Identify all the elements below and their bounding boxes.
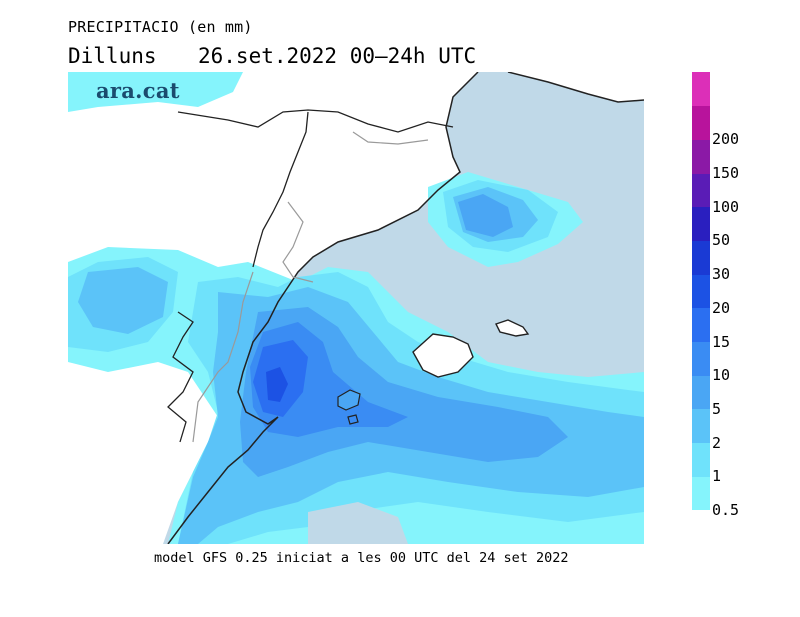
legend-swatch — [692, 408, 710, 444]
legend-label: 100 — [712, 197, 740, 216]
brand-logo: ara.cat — [96, 78, 180, 103]
legend-label: 0.5 — [712, 501, 740, 519]
legend-label: 2 — [712, 433, 722, 452]
legend-swatch — [692, 240, 710, 275]
date-range-label: 26.set.2022 00–24h UTC — [198, 44, 477, 68]
map-svg — [68, 72, 644, 544]
menorca-island — [495, 319, 530, 337]
day-label: Dilluns — [68, 44, 157, 68]
model-footer: model GFS 0.25 iniciat a les 00 UTC del … — [154, 550, 569, 566]
precip-5-north — [458, 194, 513, 237]
legend-label: 200 — [712, 130, 740, 149]
legend-label: 20 — [712, 298, 731, 317]
legend-swatch — [692, 375, 710, 410]
border-france-spain — [177, 109, 454, 133]
border-regions — [192, 131, 429, 443]
legend-label: 30 — [712, 265, 731, 284]
ibiza-island — [337, 389, 361, 411]
legend-swatch — [692, 206, 710, 241]
precip-0-5-corner — [68, 72, 243, 112]
legend-label: 150 — [712, 164, 740, 183]
coastline — [167, 72, 644, 544]
legend-label: 15 — [712, 332, 731, 351]
legend-swatch — [692, 139, 710, 174]
map-subtitle: Dilluns 26.set.2022 00–24h UTC — [68, 44, 476, 68]
legend-swatch — [692, 341, 710, 376]
legend-swatch — [692, 105, 710, 140]
legend-label: 5 — [712, 399, 722, 418]
legend-swatch — [692, 307, 710, 343]
legend-label: 1 — [712, 467, 722, 486]
legend-label: 50 — [712, 231, 731, 250]
legend-label: 10 — [712, 366, 731, 385]
border-valencia — [167, 311, 194, 443]
legend-swatch — [692, 72, 710, 107]
precipitation-map — [68, 72, 644, 544]
legend-swatch — [692, 476, 710, 511]
precip-20 — [266, 367, 288, 402]
legend-swatch — [692, 442, 710, 477]
mallorca-island — [412, 333, 474, 378]
map-title: PRECIPITACIO (en mm) — [68, 18, 253, 36]
legend-swatch — [692, 274, 710, 309]
formentera-island — [347, 414, 359, 425]
border-catalonia — [252, 111, 309, 268]
dry-inland-patch — [308, 502, 408, 544]
legend-swatch — [692, 173, 710, 208]
color-legend — [692, 72, 710, 511]
land-area — [68, 72, 644, 544]
